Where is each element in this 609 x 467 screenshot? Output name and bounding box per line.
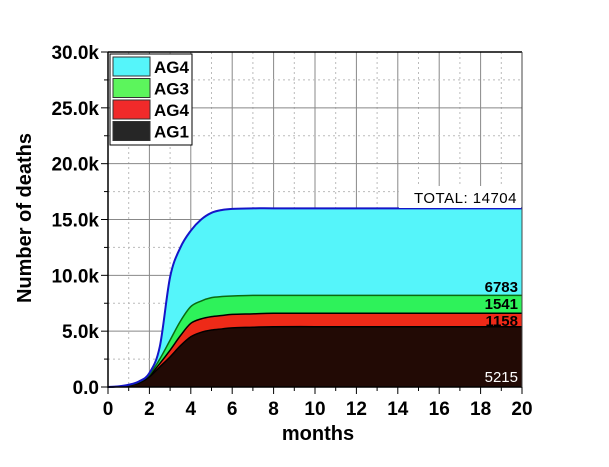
legend-swatch-ag1 <box>112 121 151 141</box>
axes <box>101 51 523 394</box>
area-layers <box>107 207 522 388</box>
x-tick-label: 18 <box>470 399 491 420</box>
ag4-value-label: 1158 <box>485 313 518 330</box>
ag4-top-value-label: 6783 <box>485 279 518 296</box>
x-tick-label: 20 <box>511 399 532 420</box>
legend-swatch-ag3 <box>112 78 151 98</box>
x-tick-label: 8 <box>268 399 279 420</box>
x-tick-label: 0 <box>103 399 114 420</box>
y-tick-label: 15.0k <box>51 211 99 232</box>
ag3-value-label: 1541 <box>485 296 518 313</box>
x-tick-label: 10 <box>304 399 325 420</box>
x-tick-label: 14 <box>387 399 409 420</box>
legend-label-ag3: AG3 <box>154 80 189 99</box>
x-tick-label: 12 <box>346 399 367 420</box>
legend-swatch-ag4 <box>112 56 151 77</box>
area-ag3-2 <box>108 295 522 387</box>
area-ag4-1 <box>108 313 522 387</box>
line-ag4-3 <box>107 207 522 388</box>
x-tick-label: 16 <box>429 399 450 420</box>
area-ag1-0 <box>108 326 522 387</box>
y-tick-label: 20.0k <box>51 155 99 176</box>
y-tick-label: 5.0k <box>62 322 99 343</box>
x-tick-label: 4 <box>186 399 197 420</box>
y-axis-label: Number of deaths <box>14 133 36 303</box>
x-tick-labels: 0 2 4 6 8 10 12 14 16 18 20 <box>103 399 533 420</box>
y-tick-label: 10.0k <box>51 266 99 287</box>
total-annotation-bg <box>399 186 521 208</box>
legend-label-ag4: AG4 <box>154 101 190 120</box>
ag1-value-label: 5215 <box>485 369 518 386</box>
legend: AG4 AG3 AG4 AG1 <box>109 53 193 146</box>
y-tick-label: 0.0 <box>73 378 99 399</box>
legend-label-ag4: AG4 <box>154 58 190 77</box>
y-tick-labels: 0.0 5.0k 10.0k 15.0k 20.0k 25.0k 30.0k <box>51 43 99 399</box>
x-axis-label: months <box>282 423 354 445</box>
area-ag4-3 <box>108 208 522 387</box>
total-annotation: TOTAL: 14704 <box>414 190 517 207</box>
y-tick-label: 25.0k <box>51 99 99 120</box>
legend-label-ag1: AG1 <box>154 123 189 142</box>
x-tick-label: 2 <box>144 399 155 420</box>
y-tick-label: 30.0k <box>51 43 99 64</box>
x-tick-label: 6 <box>227 399 238 420</box>
legend-swatch-ag4 <box>112 99 151 120</box>
